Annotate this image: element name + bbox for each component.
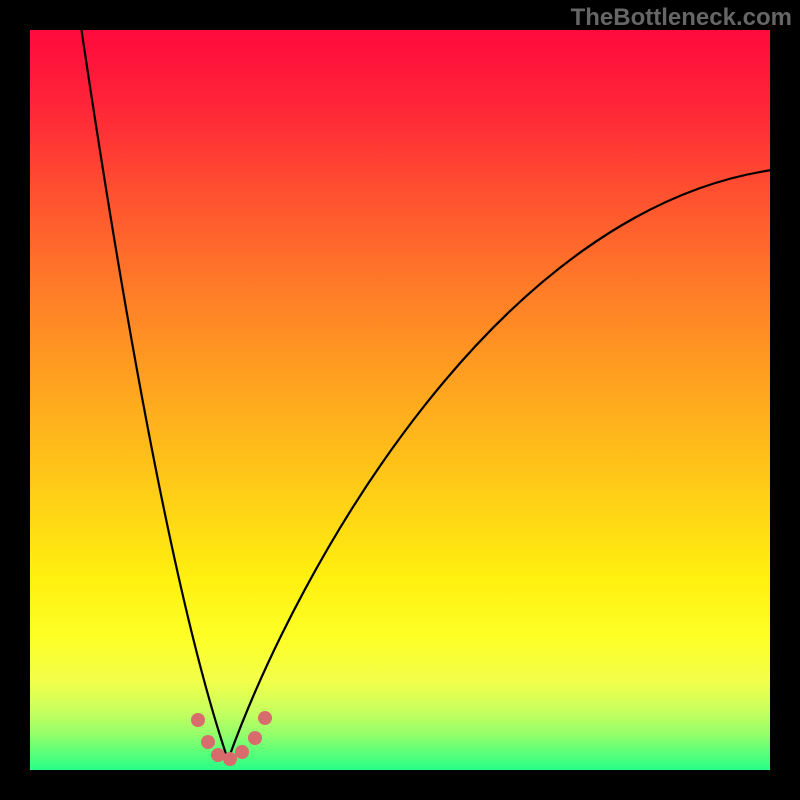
curve-sample-marker [235, 745, 249, 759]
bottleneck-curve [80, 20, 772, 760]
chart-container: TheBottleneck.com [0, 0, 800, 800]
curve-sample-marker [201, 735, 215, 749]
curve-sample-marker [258, 711, 272, 725]
watermark-text: TheBottleneck.com [571, 4, 792, 32]
curve-layer [0, 0, 800, 800]
curve-sample-marker [191, 713, 205, 727]
curve-sample-marker [248, 731, 262, 745]
